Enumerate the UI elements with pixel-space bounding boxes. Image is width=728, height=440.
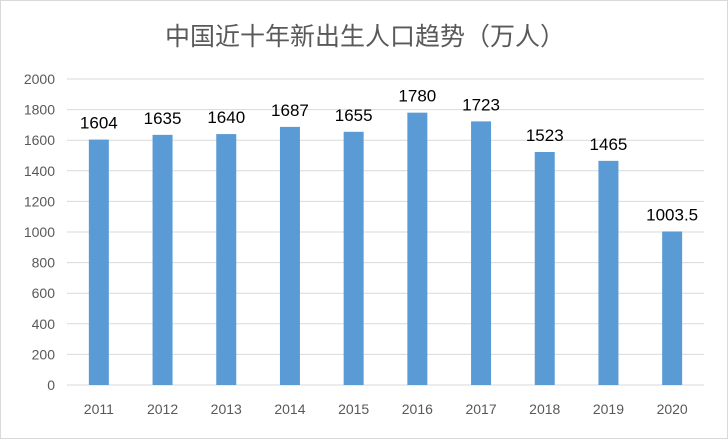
y-axis-ticks: 0 200 400 600 800 1000 1200 1400 1600 1800 2000	[24, 71, 55, 393]
data-label-2012: 1635	[144, 109, 182, 128]
x-tick-label-2014: 2014	[274, 401, 305, 417]
y-tick-label: 400	[32, 316, 56, 332]
bar-2018	[534, 151, 555, 385]
bar-2011	[88, 139, 109, 385]
bar-2019	[598, 160, 619, 385]
data-label-2017: 1723	[462, 95, 500, 114]
y-tick-label: 1800	[24, 102, 55, 118]
x-tick-label-2015: 2015	[338, 401, 369, 417]
bar-2014	[279, 126, 300, 385]
x-axis-ticks: 2011 2012 2013 2014 2015 2016 2017 2018 2019 2020	[84, 401, 688, 417]
data-labels: 1604 1635 1640 1687 1655 1780 1723 1523 1465 1003…	[80, 87, 698, 225]
x-tick-label-2019: 2019	[593, 401, 624, 417]
y-tick-label: 1000	[24, 224, 55, 240]
bar-2013	[216, 134, 237, 385]
y-tick-label: 200	[32, 346, 56, 362]
data-label-2015: 1655	[335, 106, 373, 125]
y-tick-label: 2000	[24, 71, 55, 87]
bar-2012	[152, 134, 173, 385]
y-tick-label: 800	[32, 255, 56, 271]
bar-2015	[343, 131, 364, 385]
data-label-2019: 1465	[590, 135, 628, 154]
data-label-2018: 1523	[526, 126, 564, 145]
bar-2017	[471, 121, 492, 386]
y-tick-label: 1600	[24, 132, 55, 148]
y-tick-label: 600	[32, 285, 56, 301]
x-tick-label-2017: 2017	[465, 401, 496, 417]
data-label-2020: 1003.5	[646, 205, 698, 224]
data-label-2013: 1640	[207, 108, 245, 127]
bar-2016	[407, 112, 428, 385]
x-tick-label-2020: 2020	[657, 401, 688, 417]
data-label-2011: 1604	[80, 114, 118, 133]
y-tick-label: 1200	[24, 193, 55, 209]
gridlines	[67, 78, 704, 386]
y-tick-label: 0	[47, 377, 55, 393]
data-label-2016: 1780	[398, 87, 436, 106]
data-label-2014: 1687	[271, 101, 309, 120]
bar-2020	[662, 231, 683, 385]
x-tick-label-2011: 2011	[84, 401, 114, 417]
chart-title: 中国近十年新出生人口趋势（万人）	[165, 22, 565, 51]
x-tick-label-2016: 2016	[402, 401, 433, 417]
x-tick-label-2012: 2012	[147, 401, 178, 417]
x-tick-label-2013: 2013	[211, 401, 242, 417]
x-tick-label-2018: 2018	[529, 401, 560, 417]
bars	[88, 112, 683, 386]
y-tick-label: 1400	[24, 163, 55, 179]
